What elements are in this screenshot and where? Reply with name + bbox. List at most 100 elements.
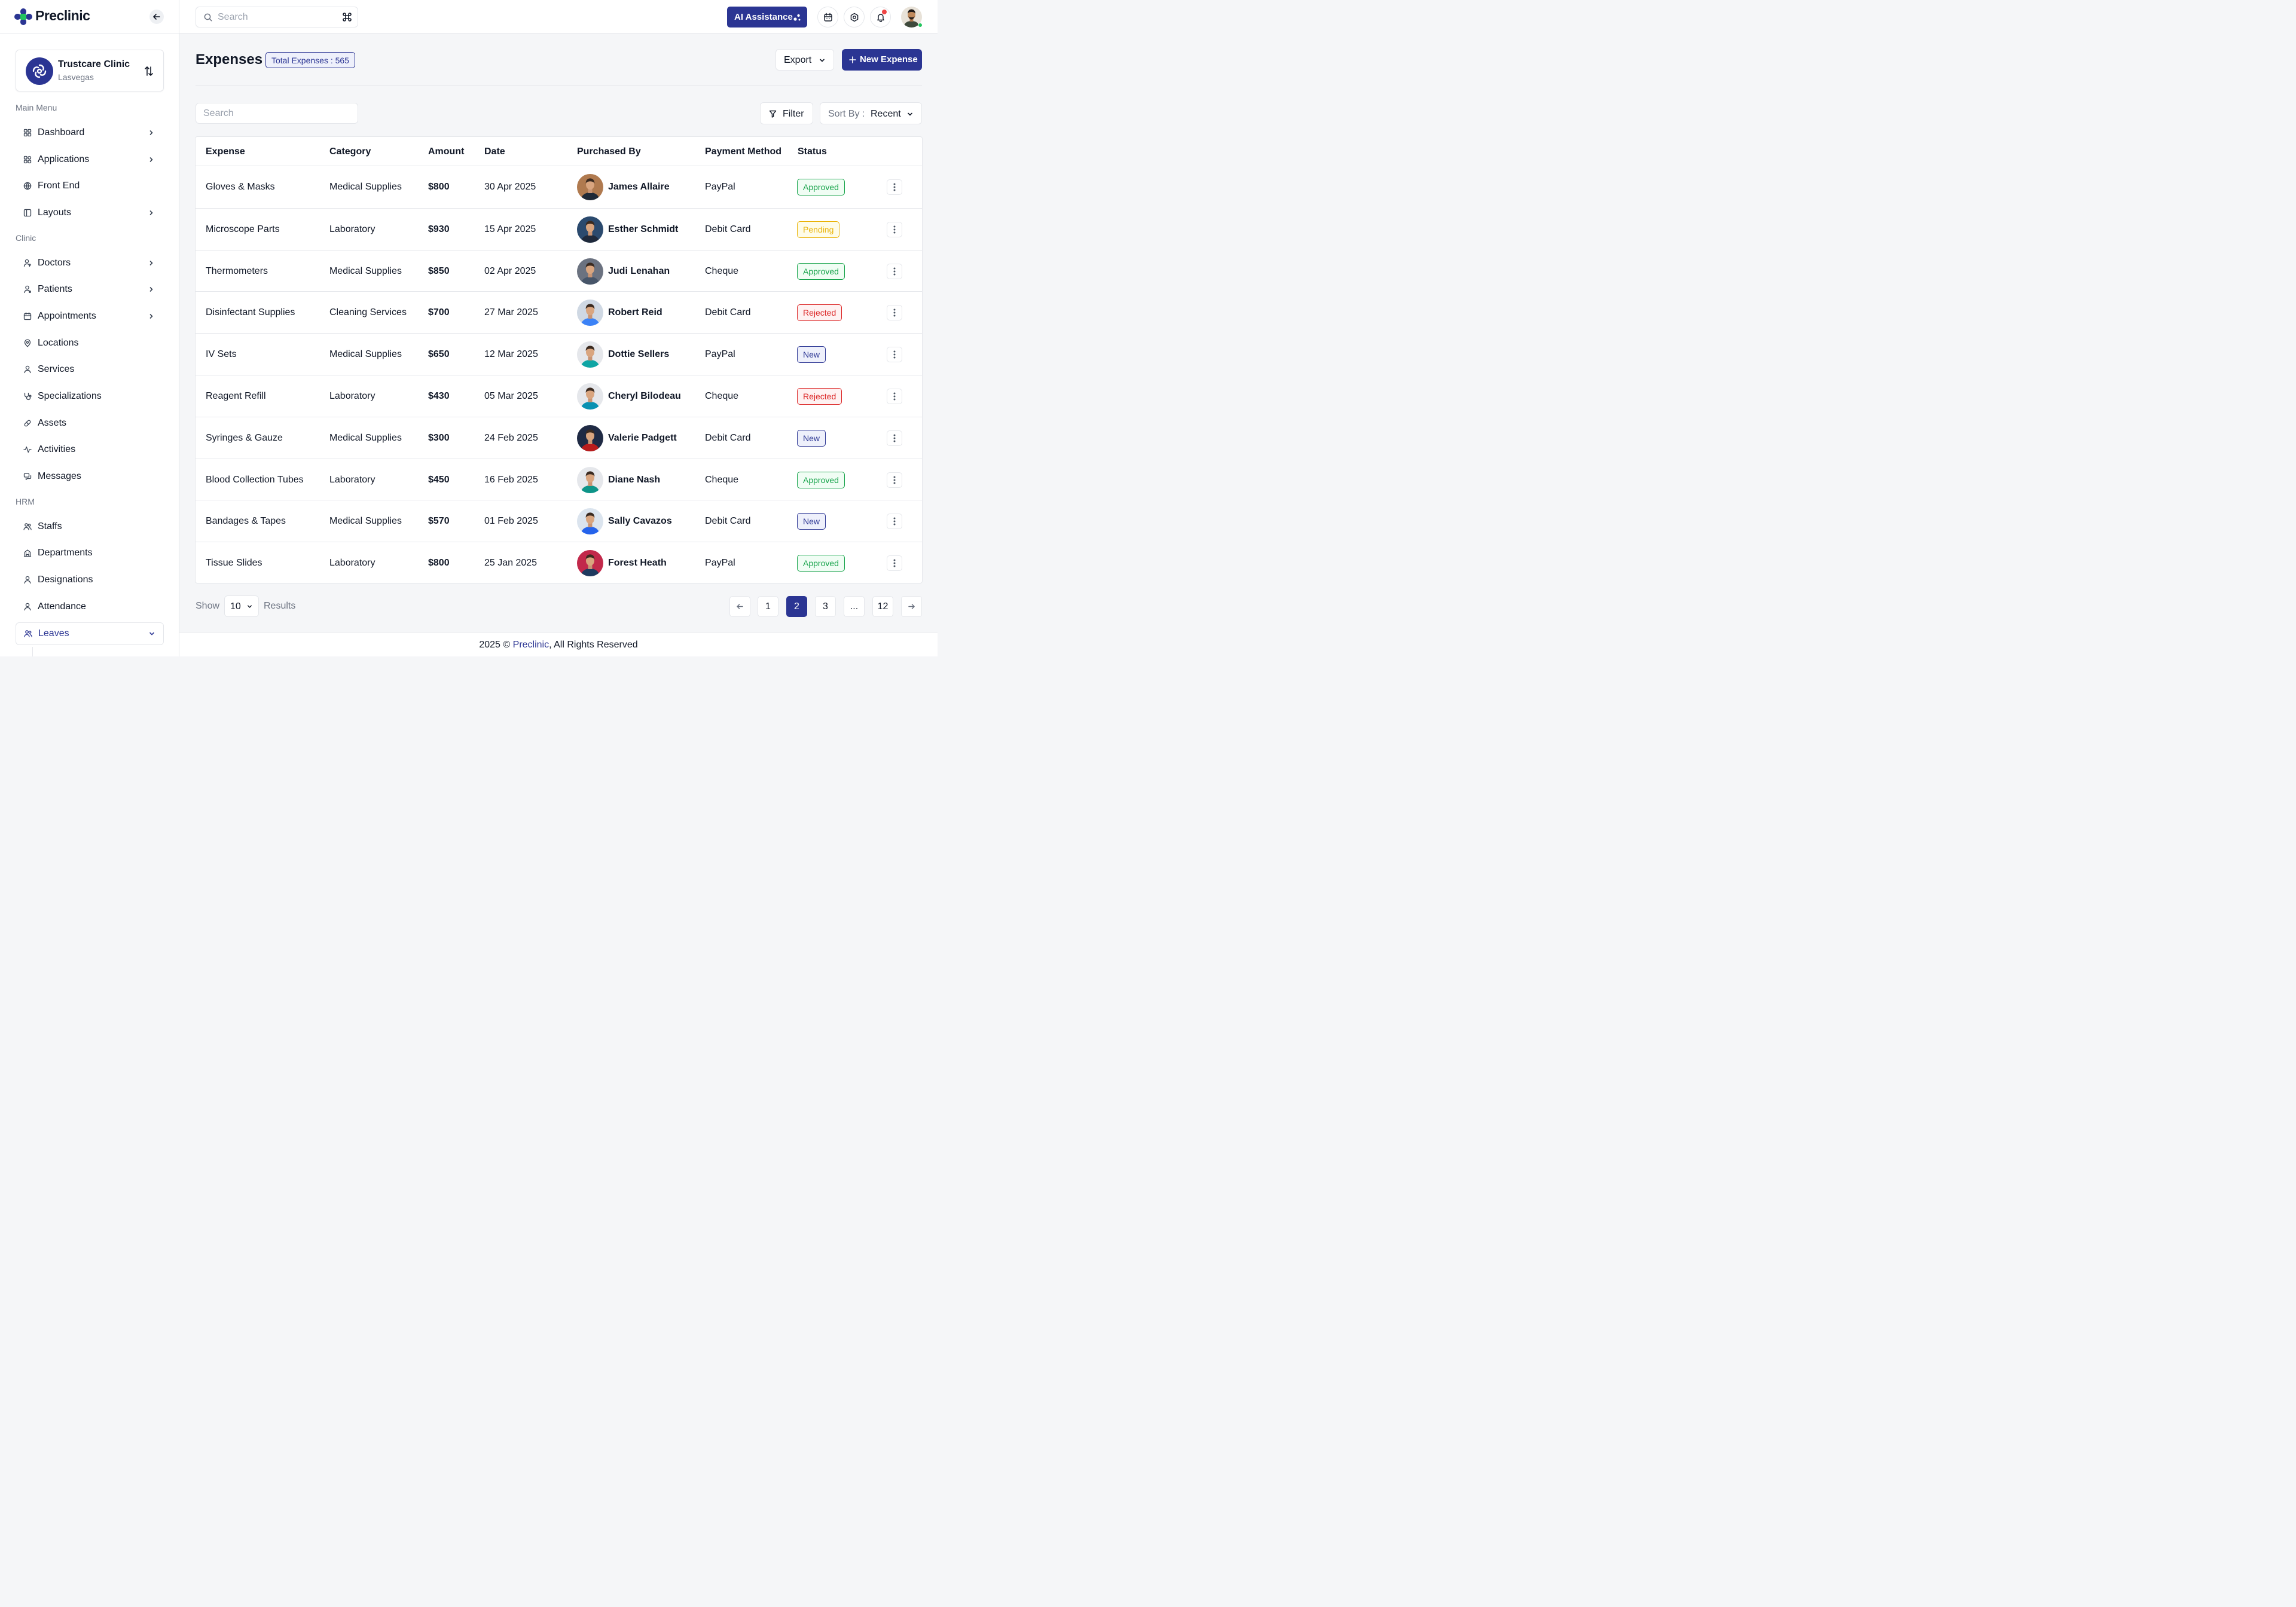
purchaser-avatar[interactable]: [577, 341, 603, 368]
table-row[interactable]: IV Sets Medical Supplies $650 12 Mar 2025 Do…: [196, 333, 922, 375]
purchaser-name[interactable]: Esther Schmidt: [608, 224, 679, 234]
purchaser-avatar[interactable]: [577, 216, 603, 243]
purchaser-avatar[interactable]: [577, 300, 603, 326]
table-row[interactable]: Microscope Parts Laboratory $930 15 Apr 202…: [196, 207, 922, 250]
expense-cell: Bandages & Tapes: [206, 516, 286, 527]
table-row[interactable]: Blood Collection Tubes Laboratory $450 16 F…: [196, 458, 922, 500]
table-row[interactable]: Syringes & Gauze Medical Supplies $300 24 F…: [196, 416, 922, 459]
sidebar-item-activities[interactable]: Activities: [16, 438, 164, 461]
clinic-logo: [26, 57, 53, 85]
ai-assistance-button[interactable]: AI Assistance: [727, 7, 807, 28]
amount-cell: $650: [428, 349, 450, 360]
purchaser-avatar[interactable]: [577, 174, 603, 200]
purchaser-avatar[interactable]: [577, 550, 603, 577]
sidebar-item-locations[interactable]: Locations: [16, 332, 164, 355]
page-button[interactable]: 12: [872, 596, 893, 617]
row-actions-button[interactable]: [887, 430, 902, 446]
global-search[interactable]: [196, 7, 358, 28]
table-search[interactable]: [196, 103, 358, 124]
sidebar-item-label: Services: [38, 364, 75, 374]
filter-button[interactable]: Filter: [760, 102, 813, 124]
col-status-header[interactable]: Status: [798, 146, 827, 157]
purchaser-name[interactable]: Robert Reid: [608, 307, 662, 318]
sidebar-item-specializations[interactable]: Specializations: [16, 385, 164, 408]
notifications-button[interactable]: [870, 7, 891, 28]
swap-vertical-icon[interactable]: [144, 66, 154, 77]
table-row[interactable]: Tissue Slides Laboratory $800 25 Jan 2025 Fo…: [196, 542, 922, 583]
row-actions-button[interactable]: [887, 221, 902, 237]
sidebar-item-services[interactable]: Services: [16, 358, 164, 381]
sidebar-item-label: Appointments: [38, 311, 96, 321]
col-amount-header[interactable]: Amount: [428, 146, 465, 157]
submenu-line: [32, 647, 33, 656]
sidebar-item-attendance[interactable]: Attendance: [16, 595, 164, 618]
global-search-input[interactable]: [218, 11, 331, 24]
new-expense-button[interactable]: New Expense: [842, 49, 922, 71]
row-actions-button[interactable]: [887, 263, 902, 279]
settings-button[interactable]: [844, 7, 865, 28]
purchaser-avatar[interactable]: [577, 424, 603, 451]
row-actions-button[interactable]: [887, 347, 902, 363]
col-purchased-by-header[interactable]: Purchased By: [577, 146, 641, 157]
purchaser-name[interactable]: Valerie Padgett: [608, 432, 677, 443]
purchaser-avatar[interactable]: [577, 383, 603, 410]
col-payment-method-header[interactable]: Payment Method: [705, 146, 782, 157]
footer-brand-link[interactable]: Preclinic: [512, 640, 549, 650]
sidebar-item-assets[interactable]: Assets: [16, 412, 164, 435]
collapse-sidebar-button[interactable]: [149, 10, 164, 24]
page-button[interactable]: 1: [758, 596, 778, 617]
page-button[interactable]: 2: [786, 596, 807, 617]
status-badge: Rejected: [797, 388, 842, 405]
purchaser-name[interactable]: Diane Nash: [608, 474, 661, 485]
table-row[interactable]: Gloves & Masks Medical Supplies $800 30 Apr…: [196, 166, 922, 208]
sidebar-item-doctors[interactable]: Doctors: [16, 252, 164, 274]
payment-method-cell: PayPal: [705, 558, 735, 569]
next-page-button[interactable]: [901, 596, 922, 617]
sidebar-item-departments[interactable]: Departments: [16, 542, 164, 564]
purchaser-name[interactable]: Judi Lenahan: [608, 265, 670, 276]
table-search-input[interactable]: [203, 107, 347, 120]
col-category-header[interactable]: Category: [329, 146, 371, 157]
col-date-header[interactable]: Date: [484, 146, 505, 157]
sidebar-item-leaves[interactable]: Leaves: [16, 622, 164, 645]
purchaser-avatar[interactable]: [577, 258, 603, 285]
purchaser-name[interactable]: Forest Heath: [608, 558, 667, 569]
row-actions-button[interactable]: [887, 179, 902, 195]
sidebar-item-front-end[interactable]: Front End: [16, 175, 164, 197]
purchaser-name[interactable]: James Allaire: [608, 182, 670, 192]
purchaser-name[interactable]: Sally Cavazos: [608, 516, 672, 527]
sidebar-item-applications[interactable]: Applications: [16, 148, 164, 171]
preclinic-logo-icon[interactable]: [14, 8, 32, 25]
row-actions-button[interactable]: [887, 555, 902, 572]
col-expense-header[interactable]: Expense: [206, 146, 245, 157]
row-actions-button[interactable]: [887, 514, 902, 530]
export-button[interactable]: Export: [775, 49, 834, 71]
calendar-button[interactable]: [817, 7, 838, 28]
sidebar-item-messages[interactable]: Messages: [16, 465, 164, 488]
table-row[interactable]: Reagent Refill Laboratory $430 05 Mar 2025 C…: [196, 375, 922, 417]
purchaser-avatar[interactable]: [577, 508, 603, 535]
sidebar-item-patients[interactable]: Patients: [16, 278, 164, 301]
globe-icon: [23, 182, 32, 190]
purchaser-name[interactable]: Dottie Sellers: [608, 349, 670, 360]
row-actions-button[interactable]: [887, 305, 902, 321]
sidebar-item-staffs[interactable]: Staffs: [16, 515, 164, 538]
sidebar-item-layouts[interactable]: Layouts: [16, 201, 164, 224]
sidebar-item-dashboard[interactable]: Dashboard: [16, 121, 164, 144]
table-row[interactable]: Thermometers Medical Supplies $850 02 Apr 2…: [196, 249, 922, 292]
table-row[interactable]: Disinfectant Supplies Cleaning Services $7…: [196, 291, 922, 333]
footer-text: 2025 © Preclinic, All Rights Reserved: [179, 640, 938, 650]
prev-page-button[interactable]: [729, 596, 750, 617]
row-actions-button[interactable]: [887, 472, 902, 488]
page-button[interactable]: 3: [815, 596, 836, 617]
page-size-select[interactable]: 10: [224, 595, 259, 617]
clinic-switcher[interactable]: Trustcare Clinic Lasvegas: [16, 50, 164, 91]
sort-dropdown[interactable]: Sort By : Recent: [820, 102, 922, 124]
purchaser-name[interactable]: Cheryl Bilodeau: [608, 391, 681, 401]
sidebar-item-appointments[interactable]: Appointments: [16, 305, 164, 328]
row-actions-button[interactable]: [887, 389, 902, 404]
table-row[interactable]: Bandages & Tapes Medical Supplies $570 01 F…: [196, 500, 922, 542]
sidebar-item-designations[interactable]: Designations: [16, 569, 164, 591]
users-icon: [23, 523, 32, 531]
purchaser-avatar[interactable]: [577, 466, 603, 493]
